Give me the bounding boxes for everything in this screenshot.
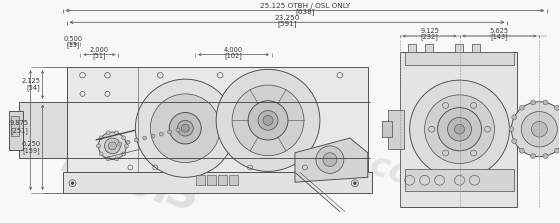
Circle shape — [531, 100, 535, 105]
Circle shape — [424, 95, 494, 163]
Circle shape — [122, 152, 125, 156]
Circle shape — [124, 144, 128, 148]
Circle shape — [410, 80, 510, 178]
Circle shape — [509, 127, 514, 132]
Text: 23.250: 23.250 — [274, 15, 300, 21]
Bar — [63, 172, 372, 193]
Bar — [408, 44, 416, 58]
Circle shape — [134, 138, 138, 142]
Bar — [18, 102, 67, 158]
Bar — [11, 116, 18, 136]
Circle shape — [106, 157, 110, 161]
Text: [13]: [13] — [67, 41, 80, 48]
Bar — [424, 44, 433, 58]
Bar — [67, 67, 368, 172]
Bar — [455, 44, 463, 58]
Circle shape — [531, 154, 535, 159]
Bar — [229, 175, 238, 185]
Text: [251]: [251] — [11, 127, 29, 134]
Text: [54]: [54] — [27, 85, 40, 91]
Circle shape — [71, 182, 74, 185]
Circle shape — [122, 136, 125, 140]
Bar — [218, 175, 227, 185]
Circle shape — [437, 108, 482, 151]
Text: [102]: [102] — [224, 52, 242, 59]
Text: 6.250: 6.250 — [21, 141, 40, 147]
Circle shape — [554, 105, 559, 110]
Bar — [405, 169, 515, 191]
Circle shape — [99, 136, 103, 140]
Text: [232]: [232] — [421, 33, 438, 40]
Circle shape — [447, 118, 472, 141]
Circle shape — [521, 112, 557, 147]
Circle shape — [176, 128, 180, 132]
Circle shape — [258, 111, 278, 130]
Polygon shape — [295, 138, 368, 182]
Text: 2.000: 2.000 — [90, 47, 109, 53]
Text: 0.500: 0.500 — [64, 36, 83, 42]
Text: 2.125: 2.125 — [22, 78, 40, 84]
Bar — [382, 121, 392, 137]
Circle shape — [143, 136, 147, 140]
Bar — [400, 52, 517, 207]
Circle shape — [520, 148, 524, 153]
Text: S: S — [160, 170, 204, 221]
Circle shape — [118, 142, 122, 146]
Circle shape — [248, 101, 288, 140]
Circle shape — [455, 124, 465, 134]
Text: 9.875: 9.875 — [10, 120, 29, 126]
Circle shape — [216, 69, 320, 171]
Text: [51]: [51] — [92, 52, 106, 59]
Circle shape — [106, 131, 110, 135]
Bar — [388, 109, 404, 149]
Circle shape — [169, 113, 201, 144]
Circle shape — [512, 115, 517, 120]
Text: [143]: [143] — [491, 33, 508, 40]
Circle shape — [232, 85, 304, 156]
Circle shape — [316, 146, 344, 173]
Circle shape — [126, 140, 130, 144]
Circle shape — [543, 154, 548, 159]
Circle shape — [178, 120, 193, 136]
Circle shape — [181, 124, 189, 132]
Circle shape — [353, 182, 356, 185]
Bar — [8, 111, 22, 150]
Text: 5.625: 5.625 — [490, 28, 509, 34]
Text: [159]: [159] — [23, 147, 40, 154]
Circle shape — [543, 100, 548, 105]
Circle shape — [99, 152, 103, 156]
Text: Door: Door — [55, 138, 183, 216]
Circle shape — [167, 130, 171, 134]
Circle shape — [115, 131, 119, 135]
Circle shape — [109, 142, 116, 150]
Text: 9.125: 9.125 — [420, 28, 439, 34]
Bar — [196, 175, 205, 185]
Circle shape — [511, 102, 560, 157]
Circle shape — [520, 105, 524, 110]
Circle shape — [159, 132, 164, 136]
Text: 4.000: 4.000 — [223, 47, 242, 53]
Circle shape — [323, 153, 337, 167]
Circle shape — [104, 138, 120, 154]
Circle shape — [554, 148, 559, 153]
Bar — [405, 52, 515, 65]
Circle shape — [115, 157, 119, 161]
Circle shape — [263, 116, 273, 125]
Circle shape — [136, 79, 235, 177]
Circle shape — [531, 121, 547, 137]
Circle shape — [96, 144, 100, 148]
Circle shape — [512, 139, 517, 144]
Circle shape — [150, 94, 220, 163]
Text: [591]: [591] — [277, 21, 297, 27]
Text: [638]: [638] — [295, 9, 315, 15]
Text: 25.125 OTBH / OSL ONLY: 25.125 OTBH / OSL ONLY — [260, 3, 350, 9]
Circle shape — [99, 132, 127, 160]
Text: on.com: on.com — [310, 130, 450, 204]
Circle shape — [151, 134, 155, 138]
Bar — [472, 44, 479, 58]
Bar — [207, 175, 216, 185]
